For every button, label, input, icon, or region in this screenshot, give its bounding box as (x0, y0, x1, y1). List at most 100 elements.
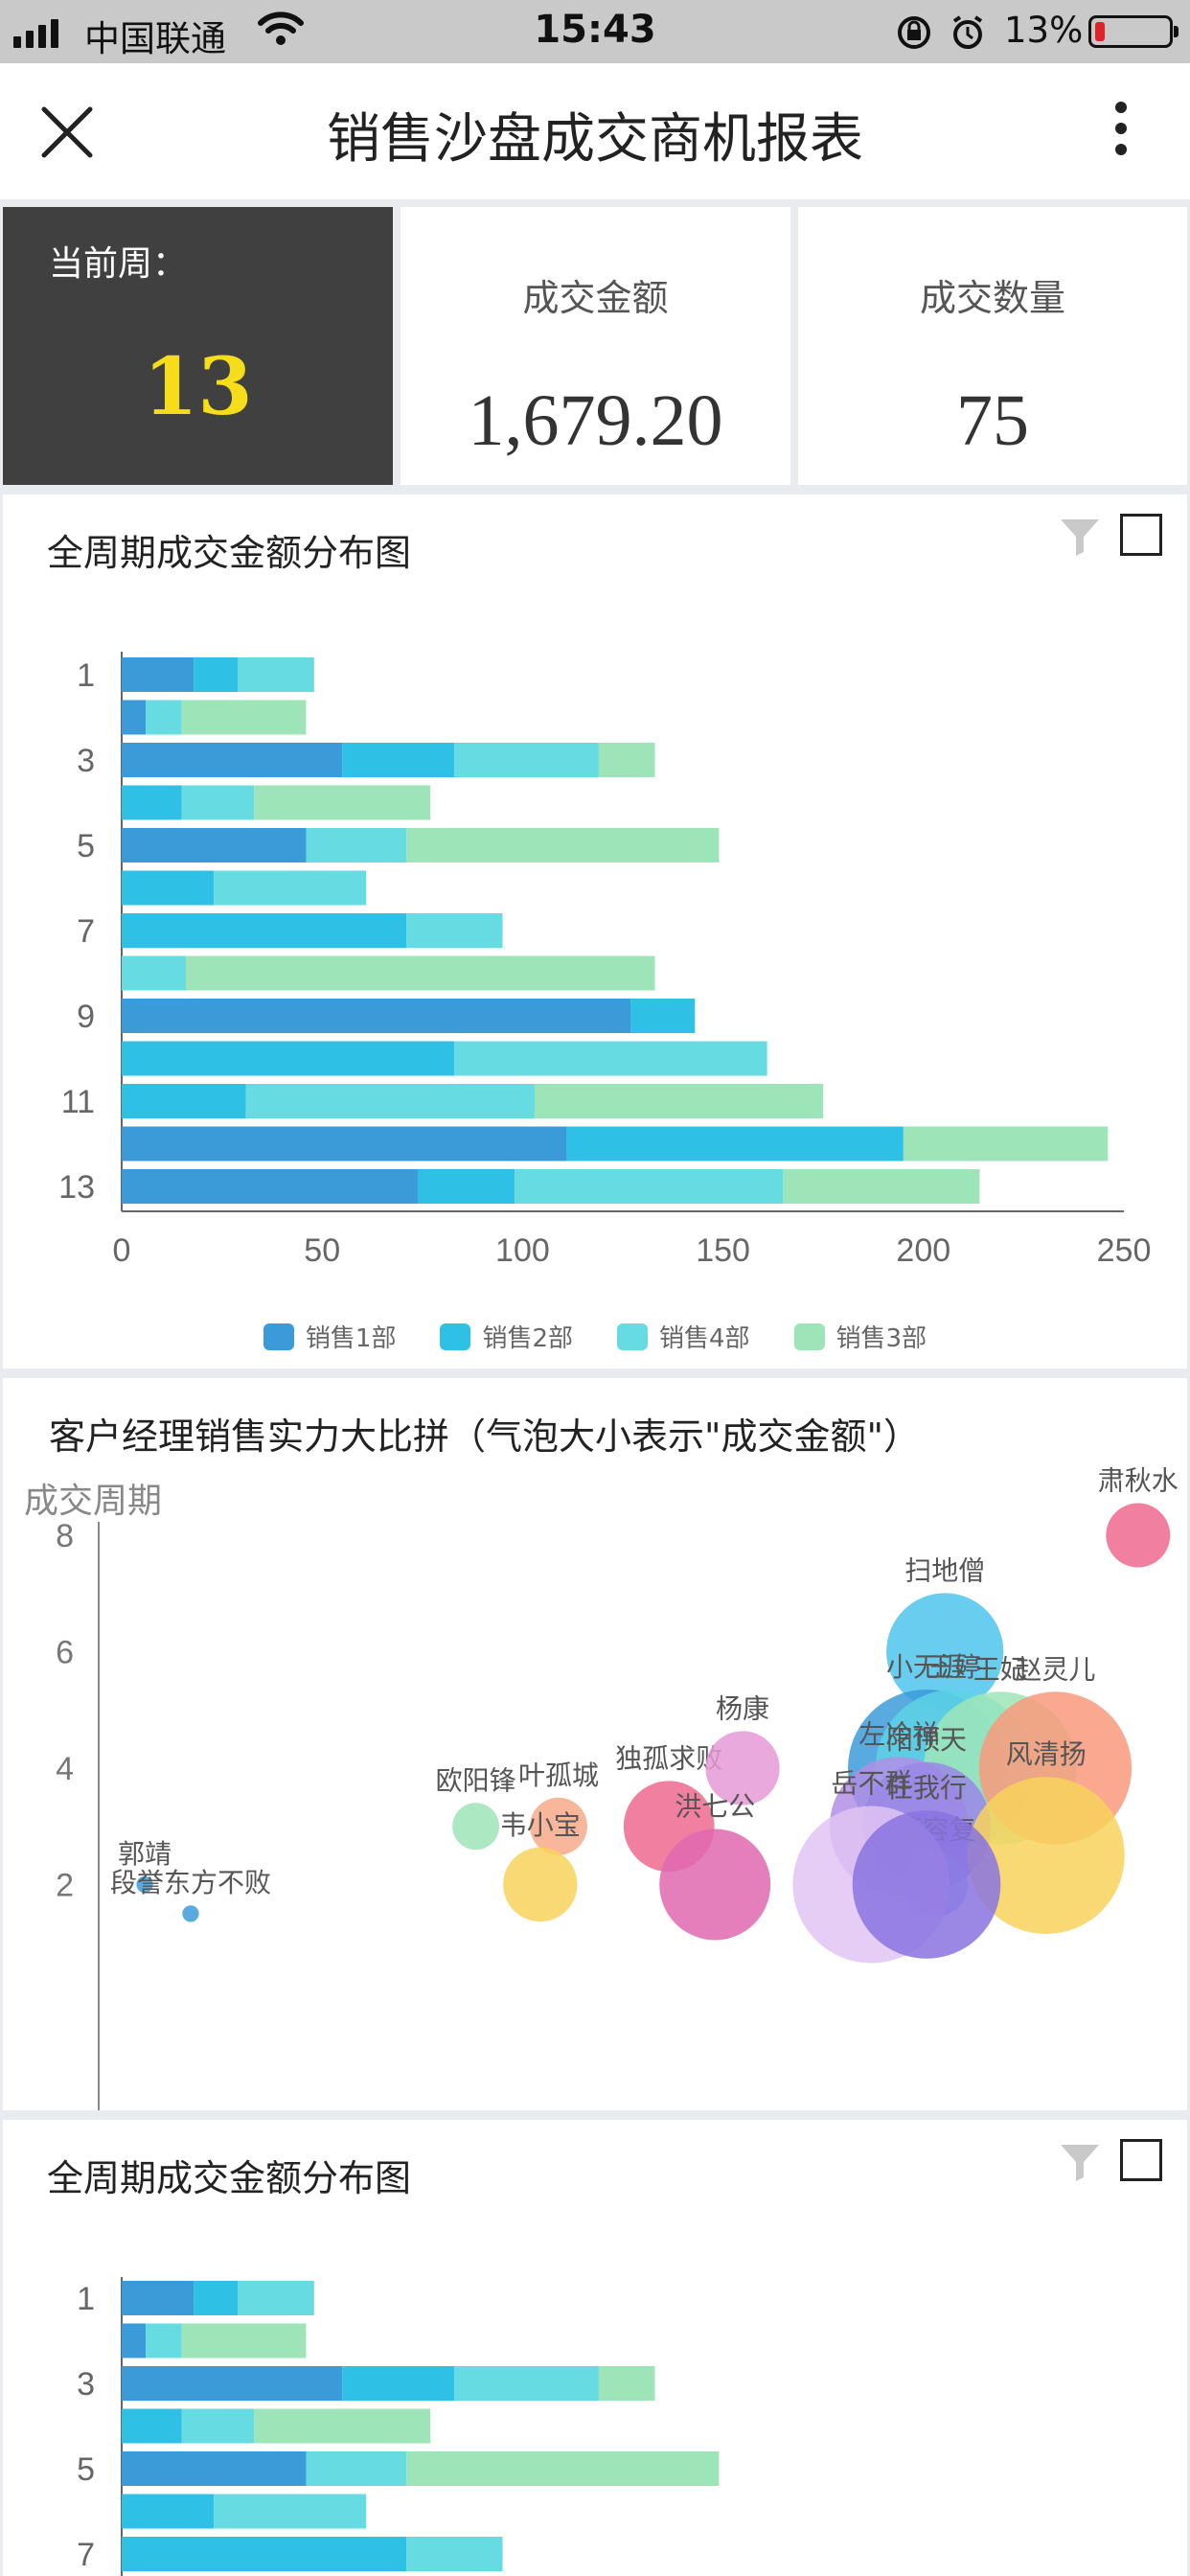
bar-segment[interactable] (406, 828, 720, 862)
y-tick-label: 13 (58, 1169, 95, 1206)
bar-segment[interactable] (342, 2366, 455, 2401)
current-week-value: 13 (143, 341, 253, 433)
bar-segment[interactable] (122, 999, 631, 1033)
bar-segment[interactable] (214, 2494, 367, 2529)
bubble-point[interactable] (1106, 1503, 1171, 1568)
bar-segment[interactable] (122, 2281, 195, 2315)
bubble-point[interactable] (530, 1797, 587, 1855)
signal-icon (13, 19, 58, 48)
bar-segment[interactable] (122, 2366, 343, 2401)
bar-segment[interactable] (406, 2451, 720, 2486)
bar-segment[interactable] (122, 955, 186, 991)
status-time: 15:43 (534, 8, 656, 52)
close-icon[interactable] (36, 102, 98, 163)
bar-segment[interactable] (122, 1041, 455, 1076)
bar-segment[interactable] (598, 743, 655, 777)
bar-segment[interactable] (122, 828, 307, 862)
bar-segment[interactable] (185, 955, 655, 991)
bubble-point[interactable] (182, 1905, 199, 1922)
bubble-point[interactable] (967, 1777, 1125, 1935)
current-week-card: 当前周： 13 (3, 207, 393, 485)
stacked-bar-chart: 1 3 5 7 (77, 2277, 720, 2576)
bar-segment[interactable] (534, 1084, 824, 1118)
bubble-label: 左冷禅 (858, 1718, 939, 1750)
bar-segment[interactable] (122, 2494, 215, 2529)
bar-segment[interactable] (406, 913, 503, 948)
filter-icon[interactable] (1057, 2139, 1103, 2185)
bar-segment[interactable] (454, 1041, 767, 1076)
bubble-point[interactable] (886, 1593, 1004, 1711)
bar-segment[interactable] (122, 1169, 419, 1204)
bubble-point[interactable] (659, 1828, 771, 1941)
current-week-label: 当前周： (49, 244, 188, 284)
bar-segment[interactable] (254, 785, 431, 820)
bar-segment[interactable] (194, 2281, 239, 2315)
bubble-label: 郭靖 (118, 1838, 172, 1870)
y-tick-label: 8 (56, 1518, 74, 1554)
bar-segment[interactable] (454, 2366, 599, 2401)
bubble-label: 岳不群 (831, 1767, 911, 1799)
bar-segment[interactable] (146, 700, 182, 735)
bubble-point[interactable] (705, 1731, 780, 1806)
bar-segment[interactable] (122, 785, 182, 820)
bar-segment[interactable] (238, 657, 314, 692)
bar-segment[interactable] (306, 2451, 407, 2486)
bar-segment[interactable] (122, 1126, 567, 1162)
more-vertical-icon[interactable] (1102, 102, 1140, 165)
bubble-label: 肃秋水 (1098, 1465, 1179, 1497)
bubble-label: 杨康 (716, 1692, 769, 1724)
wifi-icon (258, 12, 304, 45)
bar-segment[interactable] (406, 2537, 503, 2571)
bar-segment[interactable] (630, 999, 696, 1033)
bar-segment[interactable] (122, 657, 195, 692)
bar-segment[interactable] (418, 1169, 515, 1204)
bar-segment[interactable] (566, 1126, 904, 1162)
bar-segment[interactable] (238, 2281, 314, 2315)
bar-segment[interactable] (122, 743, 343, 777)
bar-segment[interactable] (454, 743, 599, 777)
bar-segment[interactable] (181, 785, 255, 820)
bubble-point[interactable] (852, 1810, 1001, 1959)
bar-segment[interactable] (245, 1084, 535, 1118)
maximize-icon[interactable] (1120, 2139, 1162, 2181)
bar-segment[interactable] (122, 700, 147, 735)
carrier-label: 中国联通 (84, 18, 226, 59)
bar-segment[interactable] (122, 2408, 182, 2444)
bar-segment[interactable] (122, 2323, 147, 2358)
bar-segment[interactable] (181, 700, 307, 735)
legend-item[interactable]: 销售4部 (617, 1319, 750, 1354)
bar-segment[interactable] (214, 870, 367, 906)
bar-segment[interactable] (181, 2323, 307, 2358)
y-tick-label: 5 (77, 828, 95, 864)
legend-item[interactable]: 销售1部 (263, 1319, 396, 1354)
legend-item[interactable]: 销售3部 (793, 1319, 927, 1354)
bar-segment[interactable] (122, 2537, 407, 2571)
bar-segment[interactable] (903, 1126, 1109, 1162)
x-tick-label: 250 (1097, 1232, 1152, 1269)
bubble-point[interactable] (136, 1875, 153, 1894)
bubble-point[interactable] (503, 1847, 578, 1922)
y-tick-label: 2 (56, 1867, 74, 1903)
bubble-label: 段誉东方不败 (110, 1867, 271, 1898)
bar-segment[interactable] (122, 913, 407, 948)
bar-segment[interactable] (194, 657, 239, 692)
bar-segment[interactable] (146, 2323, 182, 2358)
maximize-icon[interactable] (1120, 514, 1162, 556)
bar-segment[interactable] (122, 1084, 246, 1118)
deal-count-card: 成交数量 75 (798, 207, 1187, 485)
bar-segment[interactable] (122, 2451, 307, 2486)
bar-segment[interactable] (515, 1169, 784, 1204)
x-tick-label: 100 (495, 1232, 550, 1269)
bar-segment[interactable] (598, 2366, 655, 2401)
legend-item[interactable]: 销售2部 (440, 1319, 573, 1354)
bar-segment[interactable] (783, 1169, 980, 1204)
bar-segment[interactable] (122, 870, 215, 906)
filter-icon[interactable] (1057, 514, 1103, 560)
bubble-point[interactable] (452, 1803, 500, 1851)
bar-segment[interactable] (181, 2408, 255, 2444)
bubble-label: 欧阳锋 (436, 1764, 516, 1796)
bubble-label: 风清扬 (1006, 1738, 1087, 1770)
bar-segment[interactable] (342, 743, 455, 777)
bar-segment[interactable] (306, 828, 407, 862)
bar-segment[interactable] (254, 2408, 431, 2444)
